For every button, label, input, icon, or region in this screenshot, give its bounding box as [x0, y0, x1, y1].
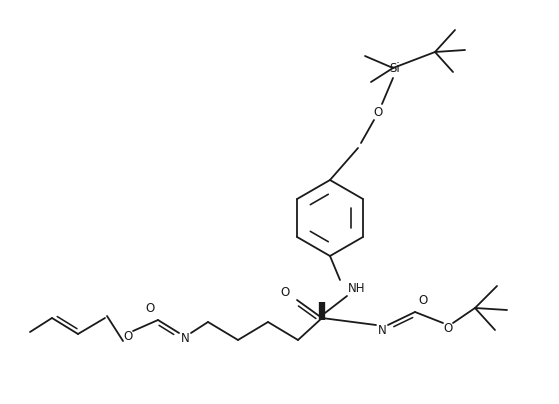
- Text: NH: NH: [348, 282, 366, 295]
- Text: N: N: [378, 324, 386, 337]
- Text: O: O: [373, 105, 382, 118]
- Text: O: O: [443, 322, 453, 335]
- Text: O: O: [145, 301, 155, 314]
- Text: O: O: [418, 293, 428, 307]
- Text: O: O: [124, 330, 132, 343]
- Text: N: N: [181, 332, 190, 345]
- Text: Si: Si: [390, 61, 400, 74]
- Text: O: O: [281, 286, 290, 299]
